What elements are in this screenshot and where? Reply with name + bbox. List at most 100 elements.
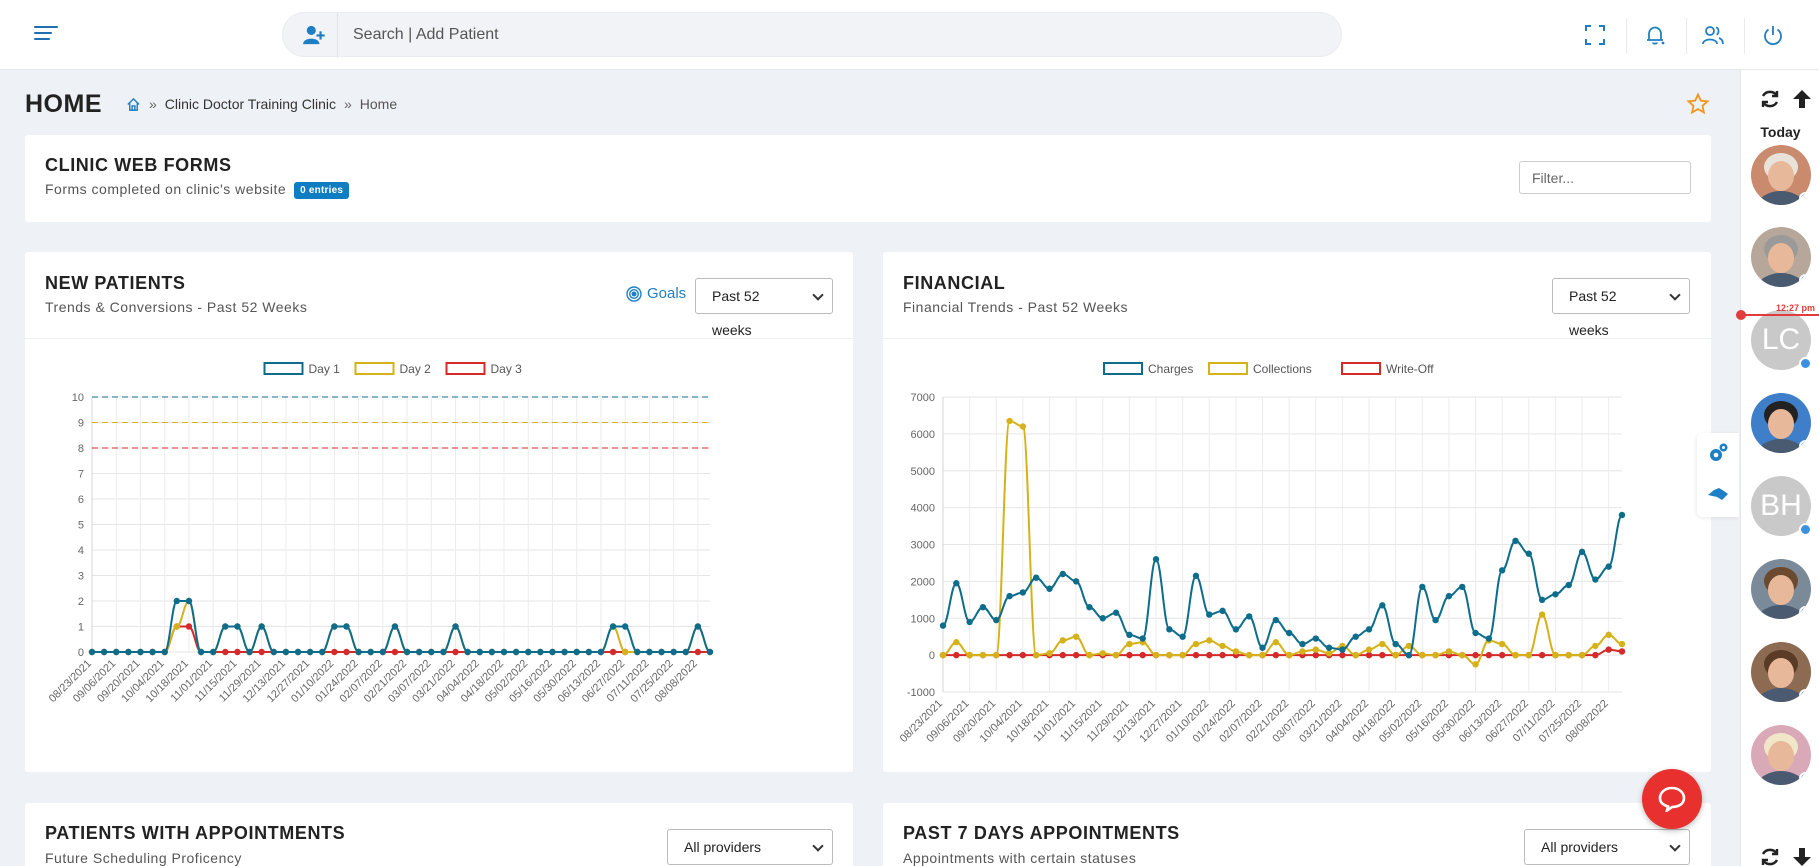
patient-avatar-initials[interactable]: BH <box>1751 476 1812 536</box>
data-point <box>1592 651 1599 659</box>
goals-toggle[interactable]: Goals <box>626 285 686 302</box>
breadcrumb: » Clinic Doctor Training Clinic » Home <box>126 96 397 112</box>
hamburger-menu-icon[interactable] <box>34 26 58 46</box>
data-point <box>1139 651 1146 659</box>
arrow-down-icon[interactable] <box>1791 846 1813 866</box>
data-point <box>1219 642 1226 650</box>
legend-item: Day 3 <box>445 362 522 376</box>
legend-label: Day 2 <box>400 362 432 376</box>
refresh-icon[interactable] <box>1759 846 1781 866</box>
data-point <box>440 648 447 656</box>
past7-provider-select[interactable]: All providers <box>1524 829 1690 865</box>
home-icon[interactable] <box>126 97 141 112</box>
status-dot <box>1799 440 1811 453</box>
data-point <box>306 648 314 656</box>
data-point <box>452 648 459 656</box>
logout-power-icon[interactable] <box>1762 24 1784 46</box>
data-point <box>197 648 205 656</box>
users-icon[interactable] <box>1702 24 1724 46</box>
avatar-photo-icon <box>1757 733 1805 785</box>
data-point <box>1405 642 1413 650</box>
top-bar <box>0 0 1819 70</box>
status-dot <box>1799 357 1812 370</box>
data-point <box>403 648 411 656</box>
arrow-up-icon[interactable] <box>1791 88 1813 110</box>
data-point <box>1312 646 1319 653</box>
data-point <box>694 623 702 630</box>
breadcrumb-clinic-link[interactable]: Clinic Doctor Training Clinic <box>164 96 336 112</box>
data-point <box>1525 550 1533 557</box>
patient-avatar-photo[interactable] <box>1751 227 1811 287</box>
search-input[interactable] <box>353 23 1313 47</box>
data-point <box>621 623 629 630</box>
data-point <box>149 648 156 656</box>
new-patients-range-select[interactable]: Past 52 weeks <box>695 278 833 338</box>
refresh-icon[interactable] <box>1759 88 1781 110</box>
patient-avatar-photo[interactable] <box>1751 393 1811 453</box>
avatar-initials-text: LC <box>1761 323 1801 356</box>
data-point <box>1059 570 1067 578</box>
data-point <box>1246 613 1253 620</box>
settings-gears-icon[interactable] <box>1707 442 1729 464</box>
avatar-photo-icon <box>1757 235 1805 287</box>
patient-avatar-initials[interactable]: LC <box>1751 310 1812 370</box>
data-point <box>1152 651 1160 659</box>
data-point <box>1365 651 1373 659</box>
data-point <box>1206 637 1213 644</box>
data-point <box>966 651 973 659</box>
data-point <box>993 651 1000 659</box>
favorite-star-icon[interactable] <box>1686 92 1710 116</box>
entries-badge: 0 entries <box>294 182 350 199</box>
toolbar-divider <box>1744 18 1745 54</box>
data-point <box>234 648 241 656</box>
data-point <box>993 616 1000 624</box>
data-point <box>185 597 193 605</box>
data-point <box>367 648 374 656</box>
data-point <box>379 648 387 656</box>
data-point <box>1032 574 1040 581</box>
data-point <box>343 623 350 630</box>
data-point <box>1352 651 1359 659</box>
fullscreen-icon[interactable] <box>1584 24 1606 46</box>
data-point <box>1565 581 1572 589</box>
patient-search-bar[interactable] <box>282 12 1342 58</box>
y-tick-label: 2000 <box>911 576 935 588</box>
data-point <box>1272 651 1280 659</box>
data-point <box>415 648 423 656</box>
notifications-bell-icon[interactable] <box>1644 24 1666 46</box>
y-tick-label: 10 <box>72 392 84 404</box>
data-point <box>1232 648 1240 655</box>
y-tick-label: 0 <box>78 647 84 659</box>
web-forms-filter-input[interactable] <box>1519 161 1691 194</box>
new-patients-title: NEW PATIENTS <box>45 273 186 293</box>
appointments-provider-select[interactable]: All providers <box>667 829 833 865</box>
data-point <box>1325 644 1333 651</box>
support-chat-button[interactable] <box>1642 769 1702 829</box>
data-point <box>1046 650 1053 657</box>
data-point <box>1365 646 1373 653</box>
data-point <box>1419 583 1426 591</box>
legend-swatch <box>1208 362 1248 375</box>
financial-range-select[interactable]: Past 52 weeks <box>1552 278 1690 338</box>
data-point <box>670 648 677 656</box>
data-point <box>1112 609 1120 616</box>
data-point <box>1259 644 1266 651</box>
patient-avatar-photo[interactable] <box>1751 145 1811 205</box>
add-patient-icon[interactable] <box>303 25 325 45</box>
schedule-sidebar: Today LC BH 12:27 pm <box>1736 70 1819 866</box>
data-point <box>428 648 435 656</box>
handshake-icon[interactable] <box>1707 484 1729 504</box>
patient-avatar-photo[interactable] <box>1751 642 1811 702</box>
data-point <box>1592 576 1599 583</box>
data-point <box>270 648 277 656</box>
patient-avatar-photo[interactable] <box>1751 725 1811 785</box>
data-point <box>1086 603 1093 611</box>
data-point <box>1352 633 1359 640</box>
data-point <box>1059 651 1067 659</box>
y-tick-label: -1000 <box>907 687 935 699</box>
avatar-initials-text: BH <box>1760 489 1802 522</box>
patient-avatar-photo[interactable] <box>1751 559 1811 619</box>
data-point <box>682 648 689 656</box>
data-point <box>1432 651 1439 659</box>
financial-title: FINANCIAL <box>903 273 1006 293</box>
